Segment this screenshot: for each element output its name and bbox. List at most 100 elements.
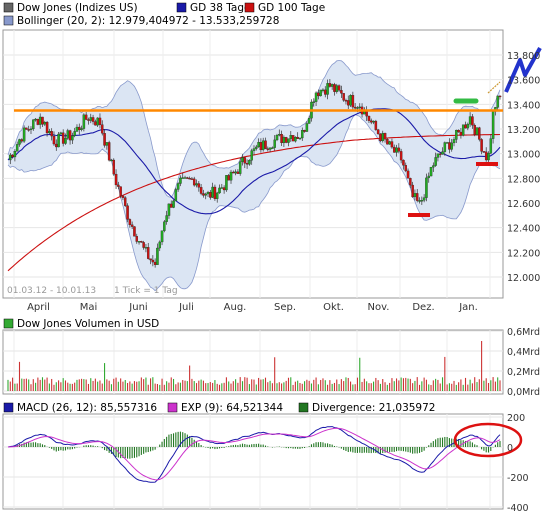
candle-body bbox=[397, 147, 401, 152]
candle-body bbox=[98, 117, 102, 125]
candle-body bbox=[43, 122, 47, 125]
candle-body bbox=[248, 160, 251, 165]
candle-body bbox=[163, 221, 166, 231]
trend-hint bbox=[487, 81, 501, 94]
macd-y-tick: 200 bbox=[507, 413, 525, 424]
candle-body bbox=[160, 230, 164, 243]
volume-y-ticks: 0,6Mrd 0,4Mrd 0,2Mrd 0,0Mrd bbox=[507, 327, 540, 398]
macd-y-ticks: 200 0 -200 -400 bbox=[507, 413, 529, 514]
x-label: Juni bbox=[128, 302, 147, 313]
candle-body bbox=[61, 132, 65, 144]
candle-body bbox=[158, 241, 161, 249]
candle-body bbox=[52, 135, 56, 145]
candle-body bbox=[487, 153, 490, 161]
x-label: April bbox=[27, 302, 50, 313]
candle-body bbox=[448, 142, 451, 150]
candle-body bbox=[273, 139, 276, 148]
candle-body bbox=[9, 154, 12, 161]
candle-body bbox=[126, 205, 129, 220]
trend-arrow-icon bbox=[504, 47, 542, 93]
top-legend: Dow Jones (Indizes US) GD 38 Tage GD 100… bbox=[3, 2, 325, 27]
volume-y-tick: 0,2Mrd bbox=[507, 367, 540, 378]
candle-body bbox=[264, 140, 267, 149]
candle-body bbox=[342, 93, 345, 101]
candle-body bbox=[179, 177, 182, 184]
candle-body bbox=[241, 157, 244, 162]
candle-body bbox=[370, 120, 373, 123]
legend-bollinger: Bollinger (20, 2): 12.979,404972 - 13.53… bbox=[17, 15, 279, 27]
candle-body bbox=[422, 197, 426, 201]
candle-body bbox=[130, 224, 134, 227]
candle-body bbox=[209, 192, 212, 198]
candle-body bbox=[137, 241, 141, 243]
candle-body bbox=[135, 236, 138, 242]
macd-highlight-circle bbox=[453, 422, 523, 458]
candle-body bbox=[232, 171, 235, 174]
candle-body bbox=[266, 148, 270, 150]
volume-y-tick: 0,4Mrd bbox=[507, 347, 540, 358]
legend-swatch-volume bbox=[3, 318, 14, 329]
candle-body bbox=[275, 134, 279, 141]
candle-body bbox=[94, 121, 97, 126]
candle-body bbox=[307, 117, 311, 124]
price-y-tick: 12.400 bbox=[507, 224, 540, 235]
candle-body bbox=[45, 122, 49, 134]
candle-body bbox=[294, 136, 297, 142]
candle-body bbox=[71, 135, 74, 141]
candle-body bbox=[347, 100, 350, 106]
legend-swatch-divergence bbox=[298, 402, 309, 413]
candle-body bbox=[282, 137, 286, 144]
candle-body bbox=[409, 178, 412, 186]
candle-body bbox=[96, 117, 99, 126]
candle-body bbox=[498, 95, 502, 98]
x-label: Juli bbox=[178, 302, 194, 313]
candle-body bbox=[326, 83, 329, 95]
candle-body bbox=[89, 117, 93, 121]
candle-body bbox=[29, 128, 33, 131]
legend-swatch-bollinger bbox=[3, 15, 14, 26]
candle-body bbox=[172, 200, 175, 208]
candle-body bbox=[91, 117, 95, 122]
price-y-tick: 13.200 bbox=[507, 125, 540, 136]
candle-body bbox=[284, 137, 288, 143]
candle-body bbox=[296, 136, 299, 139]
candle-body bbox=[475, 127, 479, 135]
candle-body bbox=[415, 193, 419, 201]
candle-body bbox=[234, 171, 237, 174]
candle-body bbox=[413, 193, 417, 198]
x-axis-labels: April Mai Juni Juli Aug. Sep. Okt. Nov. Dez. Jan. bbox=[27, 302, 478, 313]
candle-body bbox=[459, 131, 463, 136]
candle-body bbox=[204, 193, 207, 196]
candle-body bbox=[464, 124, 467, 129]
legend-swatch-gd100 bbox=[244, 2, 255, 13]
candle-body bbox=[114, 173, 118, 186]
candle-body bbox=[466, 123, 470, 129]
bollinger-lower-line bbox=[7, 114, 501, 292]
candle-body bbox=[192, 178, 196, 186]
candle-body bbox=[190, 178, 194, 180]
candle-body bbox=[78, 126, 81, 130]
candle-body bbox=[418, 200, 421, 202]
candle-body bbox=[112, 159, 116, 175]
volume-y-tick: 0,6Mrd bbox=[507, 327, 540, 338]
candle-body bbox=[484, 151, 488, 161]
candle-body bbox=[215, 192, 219, 199]
candle-body bbox=[50, 131, 53, 137]
candle-body bbox=[261, 140, 265, 151]
candle-body bbox=[68, 130, 72, 141]
candle-body bbox=[344, 100, 348, 102]
candle-body bbox=[351, 95, 355, 108]
candle-body bbox=[186, 177, 189, 179]
macd-y-tick: -400 bbox=[507, 503, 529, 514]
price-y-ticks: 13.800 13.600 13.400 13.200 13.000 12.800 12.6… bbox=[507, 51, 540, 284]
candle-body bbox=[236, 171, 240, 174]
candle-body bbox=[349, 95, 352, 106]
candle-body bbox=[402, 159, 405, 166]
candle-body bbox=[57, 133, 60, 148]
candle-body bbox=[197, 183, 201, 188]
candle-body bbox=[220, 187, 224, 189]
candle-body bbox=[333, 84, 336, 92]
candle-body bbox=[287, 138, 290, 143]
candle-body bbox=[64, 138, 67, 144]
candle-body bbox=[167, 203, 171, 216]
